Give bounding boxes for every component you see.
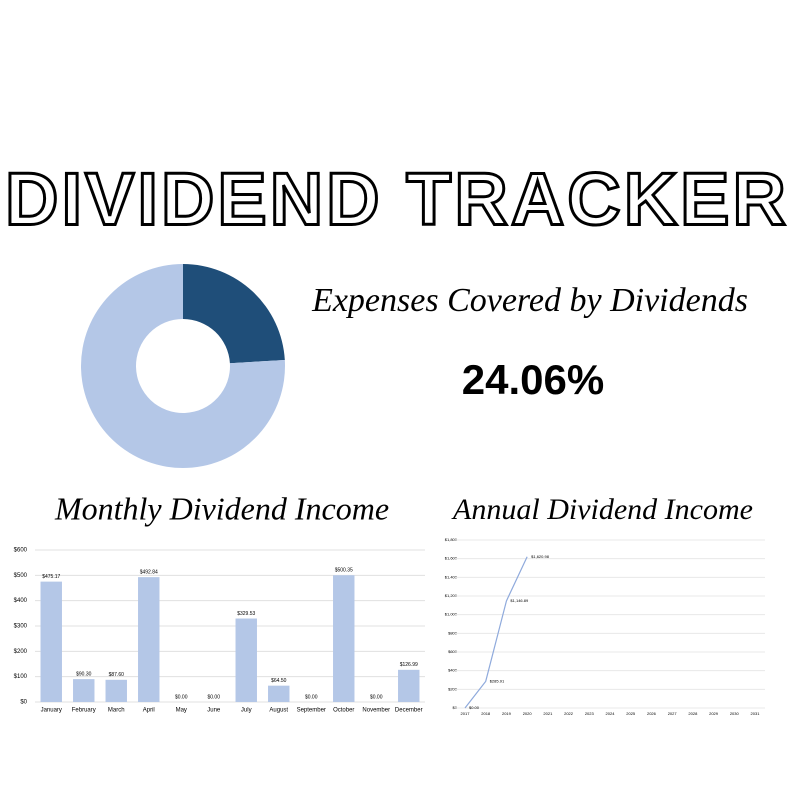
bar: [40, 581, 62, 702]
bar-value-label: $500.35: [335, 568, 353, 574]
bar-title: Monthly Dividend Income: [54, 490, 389, 526]
line: [464, 556, 528, 709]
y-tick-label: $800: [448, 630, 458, 635]
x-tick-label: June: [207, 708, 221, 714]
bar: [333, 575, 355, 702]
x-tick-label: November: [362, 708, 390, 714]
y-tick-label: $100: [14, 674, 28, 680]
x-tick-label: 2021: [543, 711, 553, 716]
x-tick-label: 2031: [751, 711, 761, 716]
bar-value-label: $329.53: [237, 611, 255, 617]
y-tick-label: $300: [14, 624, 28, 630]
x-tick-label: October: [333, 708, 354, 714]
y-tick-label: $200: [448, 686, 458, 691]
point-value-label: $285.91: [490, 678, 505, 683]
x-tick-label: 2019: [502, 711, 512, 716]
y-tick-label: $200: [14, 649, 28, 655]
x-tick-label: 2025: [626, 711, 636, 716]
x-tick-label: 2023: [585, 711, 595, 716]
bar: [105, 679, 127, 702]
bar-value-label: $0.00: [370, 694, 383, 700]
bar-value-label: $492.84: [140, 569, 158, 575]
y-tick-label: $600: [14, 548, 28, 554]
x-tick-label: January: [41, 708, 62, 714]
pie-value-label: 24.06%: [462, 356, 604, 403]
bar-value-label: $64.50: [271, 678, 287, 684]
bar: [138, 577, 160, 702]
x-tick-label: 2029: [709, 711, 719, 716]
bar-value-label: $0.00: [305, 694, 318, 700]
y-tick-label: $1,800: [445, 537, 458, 542]
y-tick-label: $400: [14, 598, 28, 604]
x-tick-label: 2020: [523, 711, 533, 716]
y-tick-label: $1,400: [445, 574, 458, 579]
x-tick-label: 2030: [730, 711, 740, 716]
x-tick-label: 2017: [461, 711, 471, 716]
point-value-label: $0.00: [469, 705, 480, 710]
pie-slice: [183, 264, 285, 364]
bar: [268, 685, 290, 702]
bar: [73, 679, 95, 702]
x-tick-label: 2028: [688, 711, 698, 716]
bar-value-label: $90.30: [76, 671, 92, 677]
bar: [235, 618, 257, 702]
x-tick-label: 2018: [481, 711, 491, 716]
x-tick-label: March: [108, 708, 125, 714]
bar: [398, 669, 420, 702]
bar-value-label: $0.00: [207, 694, 220, 700]
y-tick-label: $1,600: [445, 556, 458, 561]
y-tick-label: $0: [20, 700, 27, 706]
x-tick-label: 2022: [564, 711, 574, 716]
x-tick-label: 2027: [668, 711, 678, 716]
x-tick-label: 2026: [647, 711, 657, 716]
pie-slice: [81, 264, 285, 468]
pie-title: Expenses Covered by Dividends: [311, 282, 748, 319]
x-tick-label: 2024: [606, 711, 616, 716]
line-title: Annual Dividend Income: [451, 493, 753, 526]
main-title: DIVIDEND TRACKER: [5, 158, 789, 241]
y-tick-label: $600: [448, 649, 458, 654]
y-tick-label: $400: [448, 668, 458, 673]
bar-value-label: $87.60: [109, 672, 125, 678]
x-tick-label: May: [176, 708, 187, 714]
x-tick-label: August: [269, 708, 288, 714]
x-tick-label: September: [297, 708, 326, 714]
y-tick-label: $500: [14, 573, 28, 579]
y-tick-label: $1,200: [445, 593, 458, 598]
bar-value-label: $0.00: [175, 694, 188, 700]
x-tick-label: December: [395, 708, 423, 714]
bar-value-label: $475.17: [42, 574, 60, 580]
bar-value-label: $126.99: [400, 662, 418, 668]
x-tick-label: April: [143, 708, 155, 714]
point-value-label: $1,620.98: [531, 554, 550, 559]
point-value-label: $1,146.89: [510, 598, 529, 603]
x-tick-label: July: [241, 708, 252, 714]
y-tick-label: $1,000: [445, 612, 458, 617]
x-tick-label: February: [72, 708, 96, 714]
